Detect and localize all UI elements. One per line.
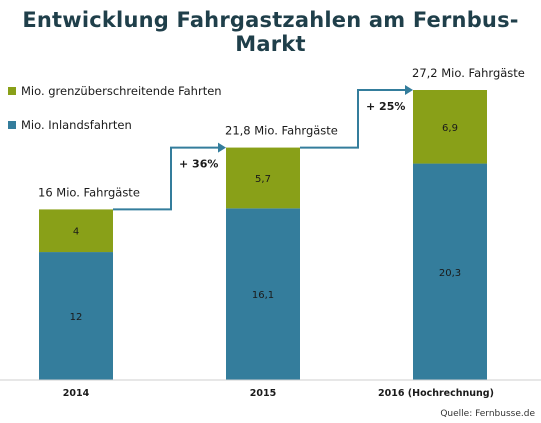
growth-arrow-head-0	[218, 142, 226, 153]
bar-domestic-0	[39, 252, 113, 380]
growth-arrows: + 36% + 25%	[113, 85, 413, 211]
total-label-0: 16 Mio. Fahrgäste	[38, 185, 140, 199]
data-label-domestic-0: 12	[70, 312, 83, 323]
x-axis: 2014 2015 2016 (Hochrechnung)	[0, 379, 541, 399]
chart-title: Entwicklung Fahrgastzahlen am Fernbus-Ma…	[22, 8, 519, 56]
total-label-2: 27,2 Mio. Fahrgäste	[412, 66, 525, 80]
x-tick-label-0: 2014	[63, 388, 90, 399]
data-label-domestic-1: 16,1	[252, 290, 274, 301]
growth-arrow-head-1	[405, 85, 413, 95]
growth-arrow-line-0	[113, 146, 220, 211]
total-label-1: 21,8 Mio. Fahrgäste	[225, 124, 338, 138]
data-label-crossborder-2: 6,9	[442, 123, 458, 134]
data-label-domestic-2: 20,3	[439, 268, 461, 279]
x-tick-label-2: 2016 (Hochrechnung)	[378, 388, 494, 399]
bar-labels: 12 4 16 Mio. Fahrgäste 16,1 5,7 21,8 Mio. Fah…	[38, 66, 525, 323]
growth-arrow-line-1	[300, 89, 407, 149]
bar-crossborder-1	[226, 147, 300, 209]
legend-label-crossborder: Mio. grenzüberschreitende Fahrten	[21, 84, 222, 98]
legend: Mio. grenzüberschreitende Fahrten Mio. In…	[8, 84, 222, 132]
bar-domestic-2	[413, 163, 487, 380]
growth-label-1: + 25%	[366, 100, 405, 113]
x-tick-label-1: 2015	[250, 388, 276, 399]
bar-domestic-1	[226, 208, 300, 380]
growth-label-0: + 36%	[179, 158, 218, 171]
legend-swatch-crossborder	[8, 87, 16, 95]
bar-crossborder-0	[39, 209, 113, 253]
bars	[39, 90, 487, 380]
legend-label-domestic: Mio. Inlandsfahrten	[21, 118, 132, 132]
legend-swatch-domestic	[8, 121, 16, 129]
data-label-crossborder-0: 4	[73, 227, 79, 238]
bar-crossborder-2	[413, 90, 487, 164]
source-note: Quelle: Fernbusse.de	[440, 409, 535, 419]
data-label-crossborder-1: 5,7	[255, 174, 271, 185]
